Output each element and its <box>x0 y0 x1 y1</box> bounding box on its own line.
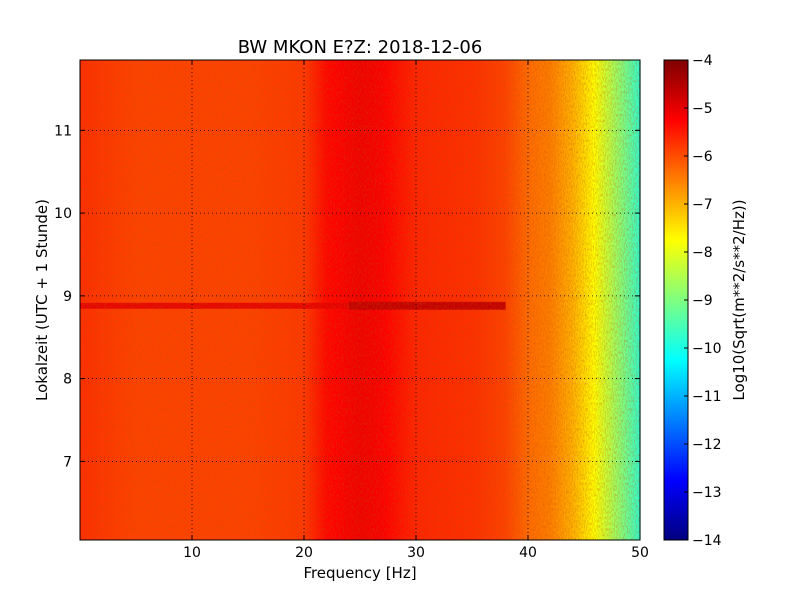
colorbar-label: Log10(Sqrt(m**2/s**2/Hz)) <box>730 199 748 400</box>
colorbar-tick-label: −7 <box>692 197 713 213</box>
colorbar-tick-label: −4 <box>692 53 713 69</box>
colorbar-tick-label: −12 <box>692 437 722 453</box>
x-tick-label: 40 <box>519 545 537 561</box>
x-tick-label: 30 <box>407 545 425 561</box>
x-axis-ticks: 10 20 30 40 50 <box>183 60 649 561</box>
x-tick-label: 20 <box>295 545 313 561</box>
chart-title: BW MKON E?Z: 2018-12-06 <box>238 37 483 58</box>
x-axis-label: Frequency [Hz] <box>303 564 416 582</box>
y-tick-label: 7 <box>63 454 72 470</box>
grid-lines <box>80 60 640 540</box>
colorbar-tick-label: −5 <box>692 101 713 117</box>
y-tick-label: 11 <box>54 123 72 139</box>
y-tick-label: 10 <box>54 206 72 222</box>
colorbar-tick-label: −6 <box>692 149 713 165</box>
y-axis-label: Lokalzeit (UTC + 1 Stunde) <box>33 199 51 401</box>
x-tick-label: 10 <box>183 545 201 561</box>
colorbar-ticks: −4 −5 −6 −7 −8 −9 −10 −11 −12 −13 −14 <box>684 53 722 549</box>
colorbar-tick-label: −9 <box>692 293 713 309</box>
colorbar-tick-label: −10 <box>692 341 722 357</box>
colorbar: −4 −5 −6 −7 −8 −9 −10 −11 −12 −13 −14 Log10(Sqrt(m… <box>663 53 748 549</box>
colorbar-tick-label: −8 <box>692 245 713 261</box>
colorbar-tick-label: −14 <box>692 533 722 549</box>
spectrogram-plot: 10 20 30 40 50 7 8 9 10 11 <box>54 59 649 561</box>
colorbar-tick-label: −13 <box>692 485 722 501</box>
spectrogram-texture <box>80 60 640 540</box>
plot-frame <box>79 59 641 541</box>
y-tick-label: 8 <box>63 372 72 388</box>
colorbar-tick-label: −11 <box>692 389 722 405</box>
x-tick-label: 50 <box>631 545 649 561</box>
y-tick-label: 9 <box>63 289 72 305</box>
y-axis-ticks: 7 8 9 10 11 <box>54 123 640 470</box>
